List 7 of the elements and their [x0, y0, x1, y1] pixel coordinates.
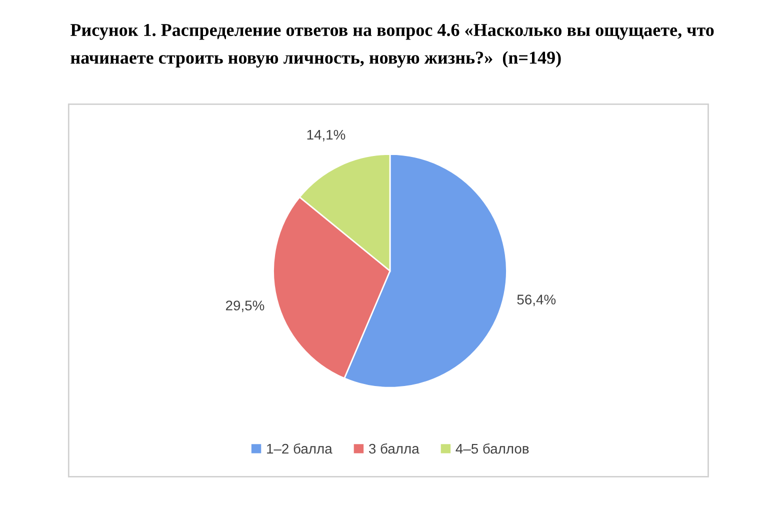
data-label: 56,4% [517, 294, 556, 306]
data-label: 14,1% [307, 130, 346, 142]
legend-label: 4–5 баллов [456, 443, 529, 454]
chart-title: Рисунок 1. Распределение ответов на вопрос 4.6 «Насколько вы ощущаете, что начинаете строить новую личность, новую жизнь?» (n=149) [70, 24, 714, 68]
data-label: 29,5% [226, 300, 264, 312]
legend-label: 3 балла [368, 443, 420, 454]
legend-label: 1–2 балла [267, 443, 332, 454]
